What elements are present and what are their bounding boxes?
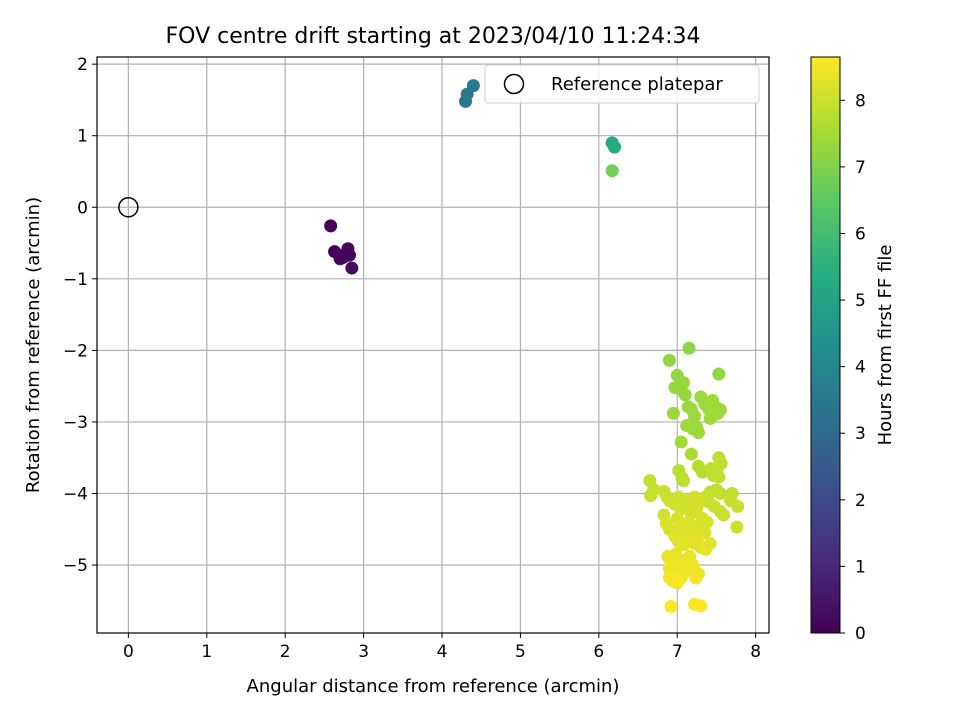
- x-tick-label: 5: [515, 642, 526, 662]
- x-tick-label: 2: [280, 642, 291, 662]
- legend-reference-marker: [503, 73, 525, 95]
- axis-ticks: 0 1 2 3 4 5 6 7 8 −5 −4 −3 −2 −1 0 1 2: [63, 55, 761, 662]
- data-point: [712, 367, 726, 381]
- colorbar-gradient: [810, 56, 841, 634]
- x-tick-label: 8: [750, 642, 761, 662]
- colorbar-tick-label: 2: [855, 491, 866, 511]
- legend-box: [484, 64, 760, 104]
- data-point: [707, 408, 721, 422]
- data-point: [662, 353, 676, 367]
- y-tick-label: 1: [77, 127, 88, 147]
- data-point: [674, 435, 688, 449]
- plot-frame: [96, 56, 770, 634]
- y-tick-label: −2: [63, 341, 88, 361]
- colorbar-tick-label: 3: [855, 424, 866, 444]
- colorbar-tick-label: 7: [855, 158, 866, 178]
- x-tick-label: 7: [672, 642, 683, 662]
- legend-reference-label: Reference platepar: [551, 74, 723, 95]
- reference-platepar-marker: [118, 197, 139, 218]
- colorbar-ticks: 0 1 2 3 4 5 6 7 8: [840, 91, 866, 644]
- legend: Reference platepar: [484, 64, 760, 104]
- data-point: [713, 486, 727, 500]
- y-tick-label: −1: [63, 270, 88, 290]
- colorbar: 0 1 2 3 4 5 6 7 8 Hours from first FF file: [810, 56, 896, 644]
- y-tick-label: 2: [77, 55, 88, 75]
- data-point: [677, 474, 691, 488]
- colorbar-tick-label: 6: [855, 224, 866, 244]
- x-tick-label: 0: [123, 642, 134, 662]
- data-point: [694, 599, 708, 613]
- x-tick-label: 6: [593, 642, 604, 662]
- data-point: [678, 388, 692, 402]
- colorbar-tick-label: 0: [855, 624, 866, 644]
- colorbar-tick-label: 1: [855, 557, 866, 577]
- data-point: [730, 520, 744, 534]
- x-tick-label: 3: [358, 642, 369, 662]
- data-point: [677, 376, 691, 390]
- colorbar-tick-label: 8: [855, 91, 866, 111]
- x-tick-label: 1: [201, 642, 212, 662]
- data-point: [674, 571, 688, 585]
- data-point: [691, 426, 705, 440]
- data-point: [684, 447, 698, 461]
- scatter-points: [118, 79, 745, 614]
- y-axis-label: Rotation from reference (arcmin): [23, 197, 44, 493]
- data-point: [691, 567, 705, 581]
- y-tick-label: −4: [63, 484, 88, 504]
- x-tick-label: 4: [437, 642, 448, 662]
- data-point: [706, 469, 720, 483]
- y-tick-label: −3: [63, 413, 88, 433]
- chart-title: FOV centre drift starting at 2023/04/10 …: [166, 24, 701, 49]
- y-tick-label: −5: [63, 556, 88, 576]
- data-point: [664, 600, 678, 614]
- data-point: [688, 409, 702, 423]
- grid-lines: [97, 57, 769, 633]
- colorbar-label: Hours from first FF file: [875, 245, 896, 446]
- data-point: [324, 219, 338, 233]
- data-point: [682, 341, 696, 355]
- data-point: [644, 489, 658, 503]
- data-point: [605, 164, 619, 178]
- data-point: [345, 261, 359, 275]
- data-point: [692, 495, 706, 509]
- data-point: [336, 250, 350, 264]
- data-point: [700, 515, 714, 529]
- colorbar-tick-label: 5: [855, 291, 866, 311]
- data-point: [703, 537, 717, 551]
- data-point: [608, 140, 622, 154]
- data-point: [731, 499, 745, 513]
- data-point: [466, 79, 480, 93]
- x-axis-label: Angular distance from reference (arcmin): [247, 676, 620, 697]
- data-point: [717, 508, 731, 522]
- colorbar-tick-label: 4: [855, 358, 866, 378]
- y-tick-label: 0: [77, 198, 88, 218]
- data-point: [666, 406, 680, 420]
